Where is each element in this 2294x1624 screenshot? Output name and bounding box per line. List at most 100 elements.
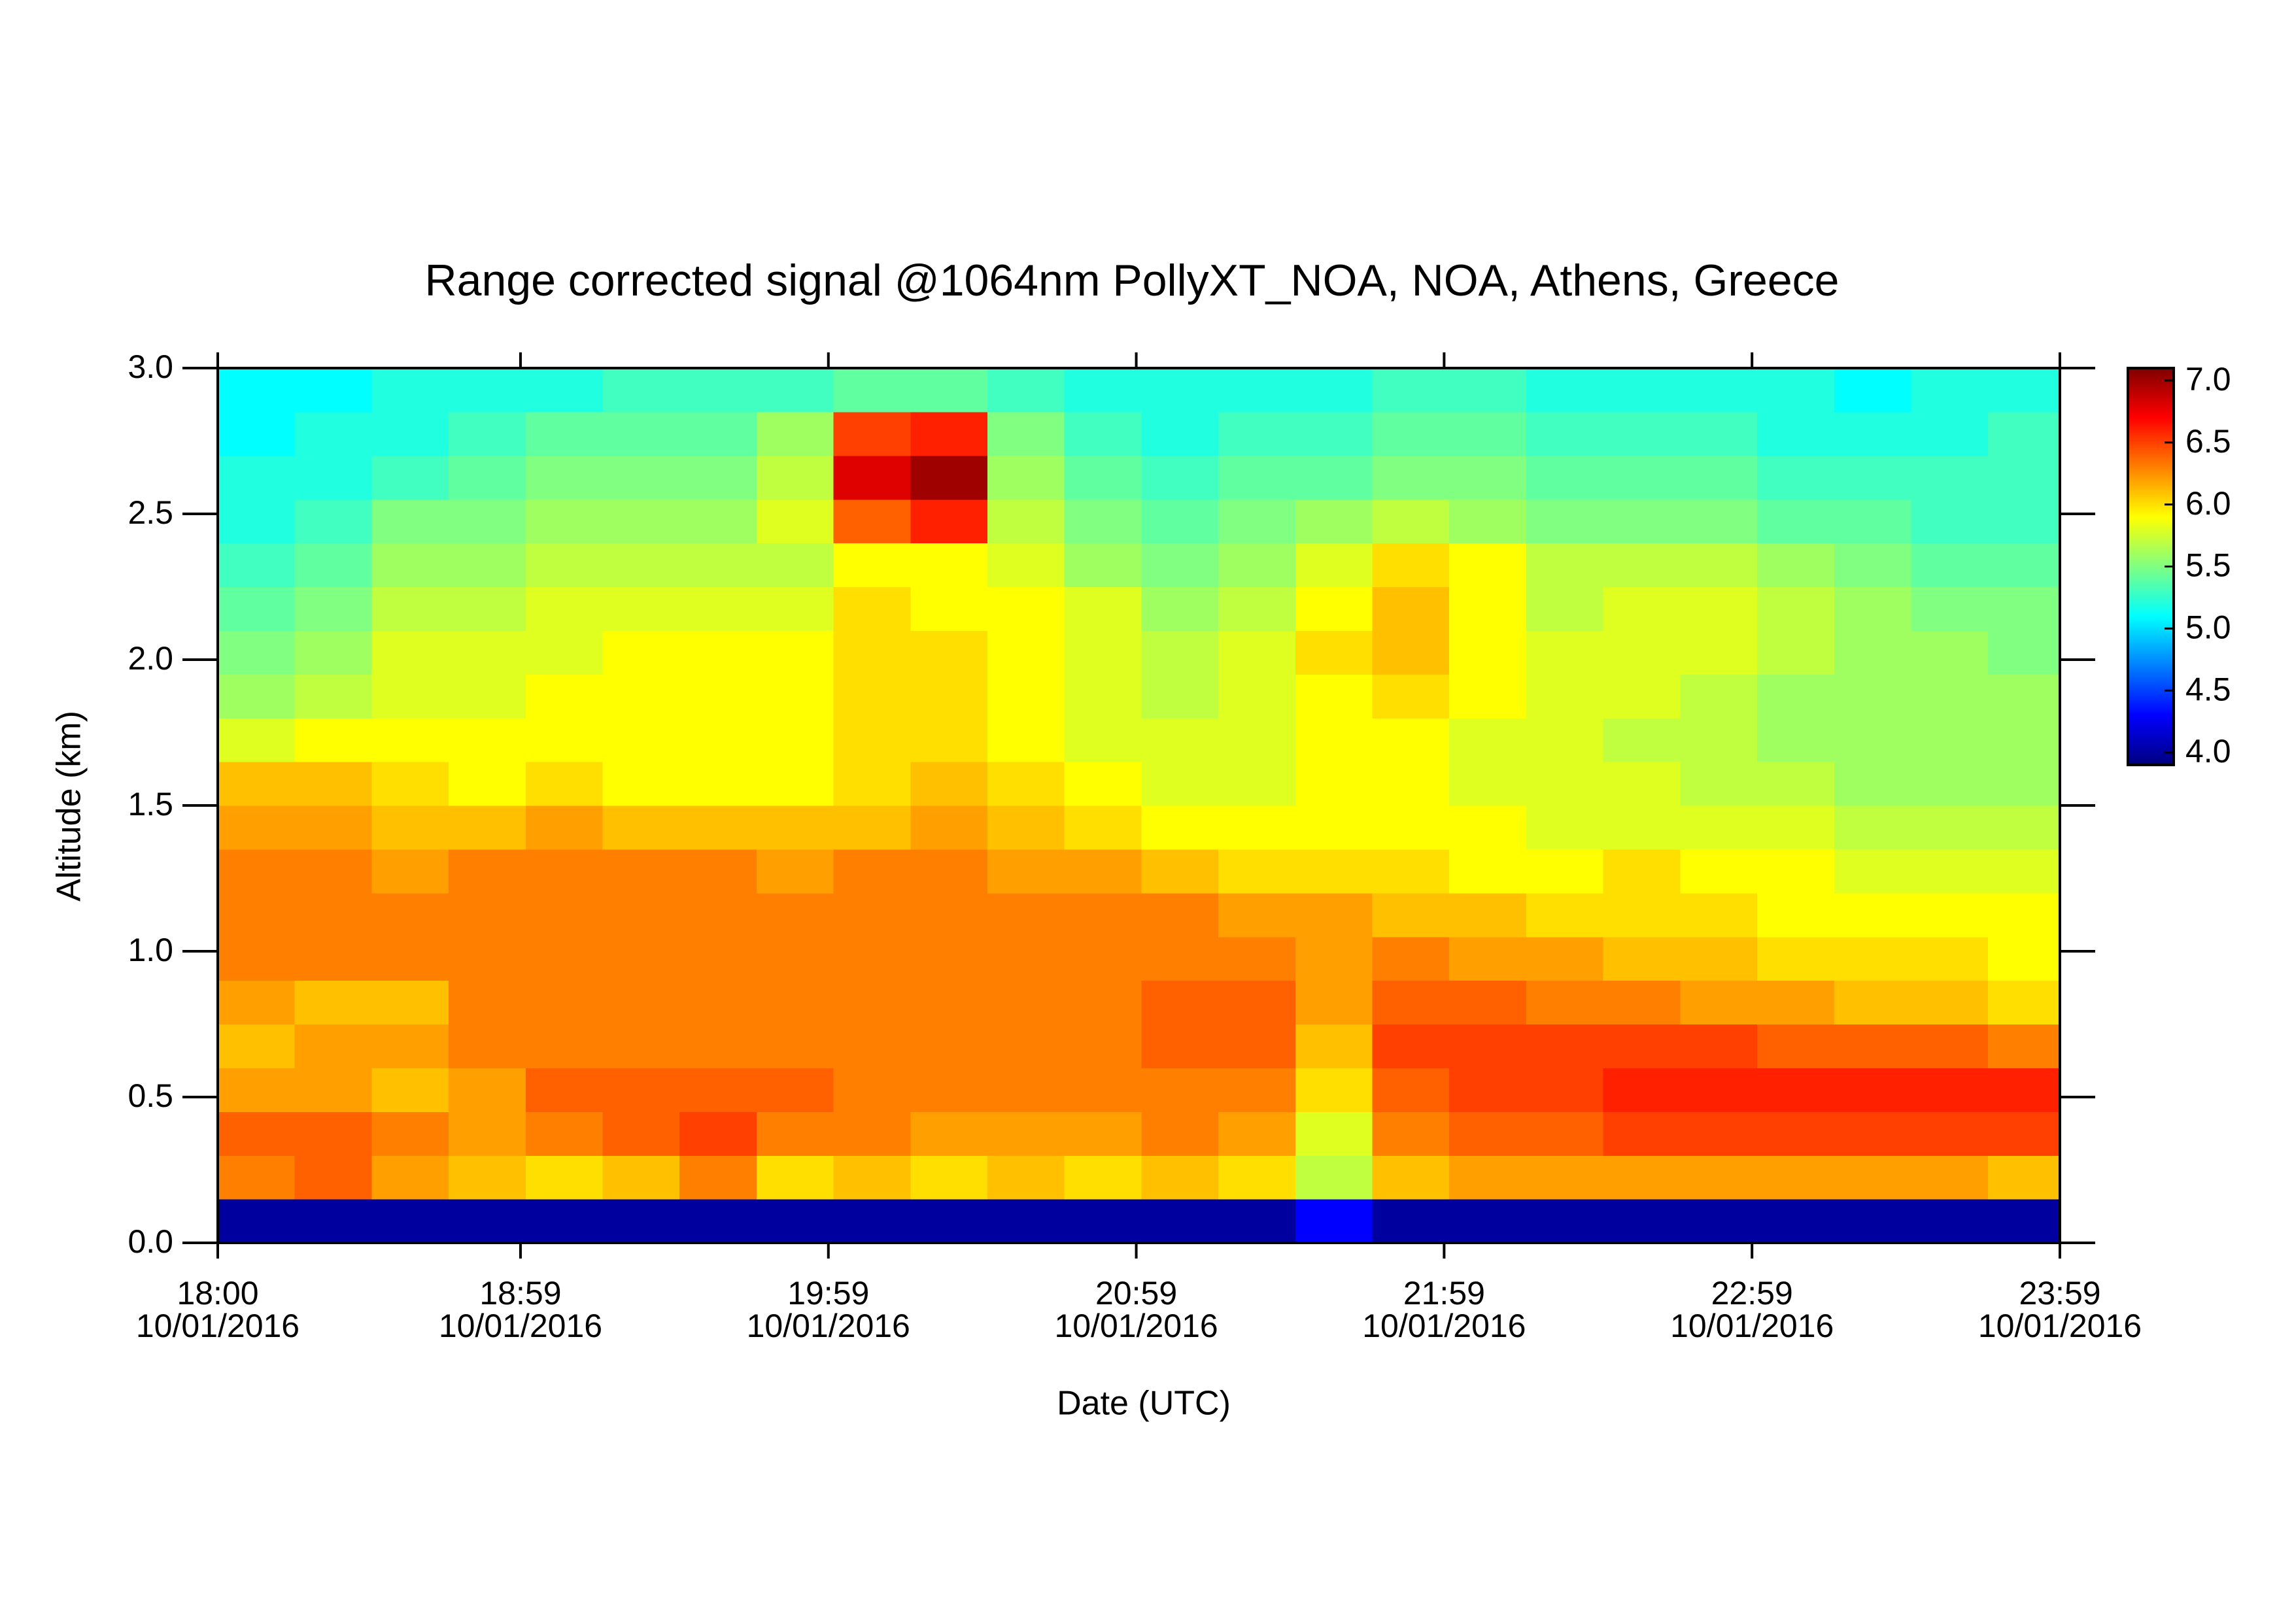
heatmap-cell [294, 630, 373, 675]
heatmap-cell [525, 936, 604, 981]
heatmap-cell [294, 543, 373, 588]
heatmap-cell [525, 849, 604, 894]
heatmap-cell [1911, 499, 1989, 544]
heatmap-cell [449, 543, 526, 588]
heatmap-cell [449, 980, 526, 1025]
heatmap-cell [1834, 1155, 1912, 1200]
x-tick-label: 23:59 [2019, 1275, 2100, 1311]
heatmap-cell [1757, 1199, 1835, 1243]
heatmap-cell [987, 411, 1065, 456]
heatmap-cell [833, 543, 911, 588]
heatmap-cell [1449, 762, 1527, 806]
heatmap-cell [1911, 892, 1989, 938]
heatmap-cell [371, 1111, 449, 1156]
heatmap-cell [218, 1068, 296, 1112]
heatmap-cell [910, 1155, 988, 1200]
heatmap-cell [1988, 1068, 2060, 1112]
x-tick-label: 19:59 [787, 1275, 869, 1311]
heatmap-cell [1988, 368, 2060, 413]
heatmap-cell [679, 499, 757, 544]
heatmap-cell [218, 1111, 296, 1156]
x-tick-label: 10/01/2016 [1670, 1308, 1834, 1344]
heatmap-cell [1911, 411, 1989, 456]
heatmap-cell [833, 368, 911, 413]
heatmap-cell [1295, 543, 1373, 588]
heatmap-cell [1988, 718, 2060, 762]
heatmap-cell [294, 718, 373, 762]
heatmap-cell [1218, 805, 1296, 850]
heatmap-cell [1526, 849, 1604, 894]
heatmap-cell [1988, 936, 2060, 981]
x-tick-label: 10/01/2016 [1054, 1308, 1218, 1344]
heatmap-cell [371, 1155, 449, 1200]
heatmap-cell [1295, 455, 1373, 500]
heatmap-cell [1526, 1199, 1604, 1243]
heatmap-cell [294, 455, 373, 500]
heatmap-cell [679, 762, 757, 806]
heatmap-cell [1449, 1155, 1527, 1200]
heatmap-cell [1526, 1155, 1604, 1200]
heatmap-cell [1064, 1111, 1142, 1156]
heatmap-cell [449, 586, 526, 631]
heatmap-cell [1834, 543, 1912, 588]
heatmap-cell [1757, 1024, 1835, 1068]
heatmap-cell [679, 368, 757, 413]
heatmap-cell [1064, 980, 1142, 1025]
heatmap-cell [602, 411, 680, 456]
heatmap-cell [1449, 1024, 1527, 1068]
colorbar-tick-label: 5.5 [2185, 547, 2231, 584]
heatmap-cell [294, 805, 373, 850]
heatmap-cell [218, 411, 296, 456]
heatmap-cell [1295, 936, 1373, 981]
heatmap-cell [1757, 630, 1835, 675]
heatmap-cell [679, 980, 757, 1025]
heatmap-cell [1757, 368, 1835, 413]
heatmap-cell [1834, 936, 1912, 981]
heatmap-cell [449, 762, 526, 806]
heatmap-cell [1603, 411, 1681, 456]
heatmap-cell [910, 718, 988, 762]
heatmap-cell [1449, 499, 1527, 544]
heatmap-cell [602, 718, 680, 762]
heatmap-cell [1295, 762, 1373, 806]
heatmap-cell [756, 499, 834, 544]
heatmap-cell [1141, 762, 1219, 806]
heatmap-cell [525, 630, 604, 675]
heatmap-cell [1680, 1155, 1758, 1200]
heatmap-cell [1757, 674, 1835, 719]
heatmap-cell [449, 1068, 526, 1112]
heatmap-cell [1064, 630, 1142, 675]
heatmap-cell [1834, 805, 1912, 850]
y-tick-label: 2.0 [128, 640, 173, 677]
heatmap-cell [1988, 849, 2060, 894]
heatmap-cell [1911, 1155, 1989, 1200]
heatmap-cell [1680, 980, 1758, 1025]
heatmap-cell [1218, 936, 1296, 981]
heatmap-cell [679, 674, 757, 719]
heatmap-cell [1064, 543, 1142, 588]
heatmap-cell [679, 455, 757, 500]
heatmap-cell [1680, 936, 1758, 981]
heatmap-cell [679, 630, 757, 675]
heatmap-cell [756, 1068, 834, 1112]
heatmap-cell [1603, 586, 1681, 631]
heatmap-cell [525, 980, 604, 1025]
heatmap-cell [1757, 586, 1835, 631]
heatmap-cell [1141, 849, 1219, 894]
heatmap-cell [1680, 499, 1758, 544]
heatmap-cell [1372, 718, 1450, 762]
heatmap-cell [294, 1199, 373, 1243]
x-tick-label: 10/01/2016 [1362, 1308, 1526, 1344]
heatmap-cell [371, 586, 449, 631]
heatmap-cell [1680, 1111, 1758, 1156]
heatmap-cell [218, 1024, 296, 1068]
heatmap-cell [910, 674, 988, 719]
heatmap-cell [449, 455, 526, 500]
heatmap-cell [294, 762, 373, 806]
heatmap-cell [1449, 368, 1527, 413]
heatmap-cell [910, 586, 988, 631]
heatmap-cell [1372, 1111, 1450, 1156]
heatmap-cell [679, 1155, 757, 1200]
heatmap-cell [1295, 892, 1373, 938]
heatmap-cell [525, 1111, 604, 1156]
